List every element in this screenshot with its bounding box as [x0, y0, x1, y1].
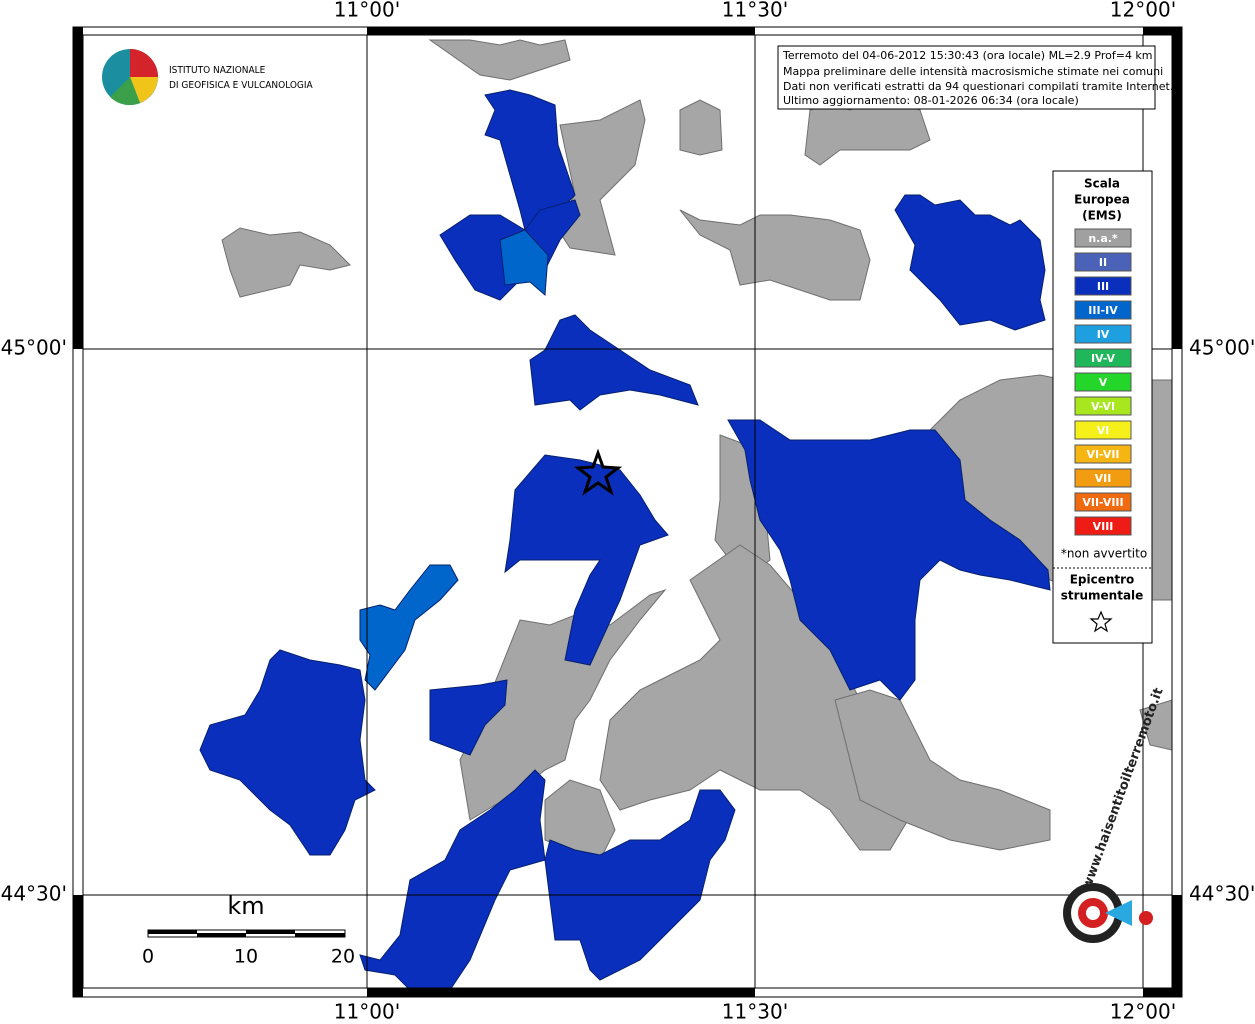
- scale-label: 10: [234, 946, 258, 968]
- info-line: Terremoto del 04-06-2012 15:30:43 (ora l…: [782, 49, 1153, 62]
- longitude-label: 11°00': [334, 1000, 400, 1024]
- info-box: Terremoto del 04-06-2012 15:30:43 (ora l…: [777, 45, 1173, 110]
- legend-label: VIII: [1093, 520, 1114, 533]
- legend-epicenter: strumentale: [1061, 589, 1144, 603]
- latitude-label: 45°00': [1189, 336, 1255, 360]
- ingv-logo: ISTITUTO NAZIONALE DI GEOFISICA E VULCAN…: [102, 49, 314, 106]
- scale-bar: km 0 10 20: [142, 892, 355, 968]
- legend-swatch: [1074, 492, 1132, 512]
- latitude-label: 44°30': [1189, 882, 1255, 906]
- legend-note: *non avvertito: [1061, 547, 1147, 561]
- legend-swatch: [1074, 420, 1132, 440]
- legend-swatch: [1074, 276, 1132, 296]
- legend-label: VII-VIII: [1082, 496, 1123, 509]
- longitude-label: 11°30': [722, 0, 788, 22]
- info-line: Mappa preliminare delle intensità macros…: [783, 65, 1163, 78]
- legend-label: VI: [1097, 424, 1110, 437]
- legend-label: III: [1097, 280, 1109, 293]
- epicenter-star: [573, 448, 623, 496]
- scale-label: 0: [142, 946, 154, 968]
- legend-label: VI-VII: [1086, 448, 1119, 461]
- info-line: Ultimo aggiornamento: 08-01-2026 06:34 (…: [783, 94, 1079, 107]
- legend-label: II: [1099, 256, 1107, 269]
- longitude-label: 12°00': [1110, 0, 1176, 22]
- legend-label: III-IV: [1088, 304, 1118, 317]
- legend-title: Europea: [1074, 193, 1130, 207]
- legend-label: IV-V: [1091, 352, 1116, 365]
- legend-title: (EMS): [1082, 209, 1122, 223]
- legend-swatch: [1074, 252, 1132, 272]
- ingv-text: DI GEOFISICA E VULCANOLOGIA: [169, 80, 314, 91]
- legend: Scala Europea (EMS) *non avvertito Epice…: [1052, 170, 1153, 644]
- latitude-label: 45°00': [1, 336, 67, 360]
- latitude-label: 44°30': [1, 882, 67, 906]
- legend-swatch: [1074, 372, 1132, 392]
- longitude-label: 11°30': [722, 1000, 788, 1024]
- legend-swatch: [1074, 348, 1132, 368]
- scale-label: 20: [331, 946, 355, 968]
- legend-title: Scala: [1084, 177, 1120, 191]
- scale-unit: km: [227, 892, 264, 920]
- legend-swatch: [1074, 516, 1132, 536]
- longitude-label: 11°00': [334, 0, 400, 22]
- municipalities: [199, 39, 1173, 991]
- legend-label: V: [1099, 376, 1108, 389]
- legend-swatch: [1074, 468, 1132, 488]
- legend-swatch: [1074, 396, 1132, 416]
- legend-swatch: [1074, 228, 1132, 248]
- legend-swatch: [1074, 324, 1132, 344]
- legend-swatch: [1074, 444, 1132, 464]
- legend-label: n.a.*: [1088, 232, 1118, 245]
- legend-label: IV: [1097, 328, 1110, 341]
- legend-swatch: [1074, 300, 1132, 320]
- ingv-text: ISTITUTO NAZIONALE: [169, 65, 266, 76]
- legend-epicenter: Epicentro: [1070, 573, 1135, 587]
- info-line: Dati non verificati estratti da 94 quest…: [783, 80, 1173, 93]
- legend-label: V-VI: [1091, 400, 1115, 413]
- legend-label: VII: [1095, 472, 1112, 485]
- frame: [72, 26, 1183, 998]
- longitude-label: 12°00': [1110, 1000, 1176, 1024]
